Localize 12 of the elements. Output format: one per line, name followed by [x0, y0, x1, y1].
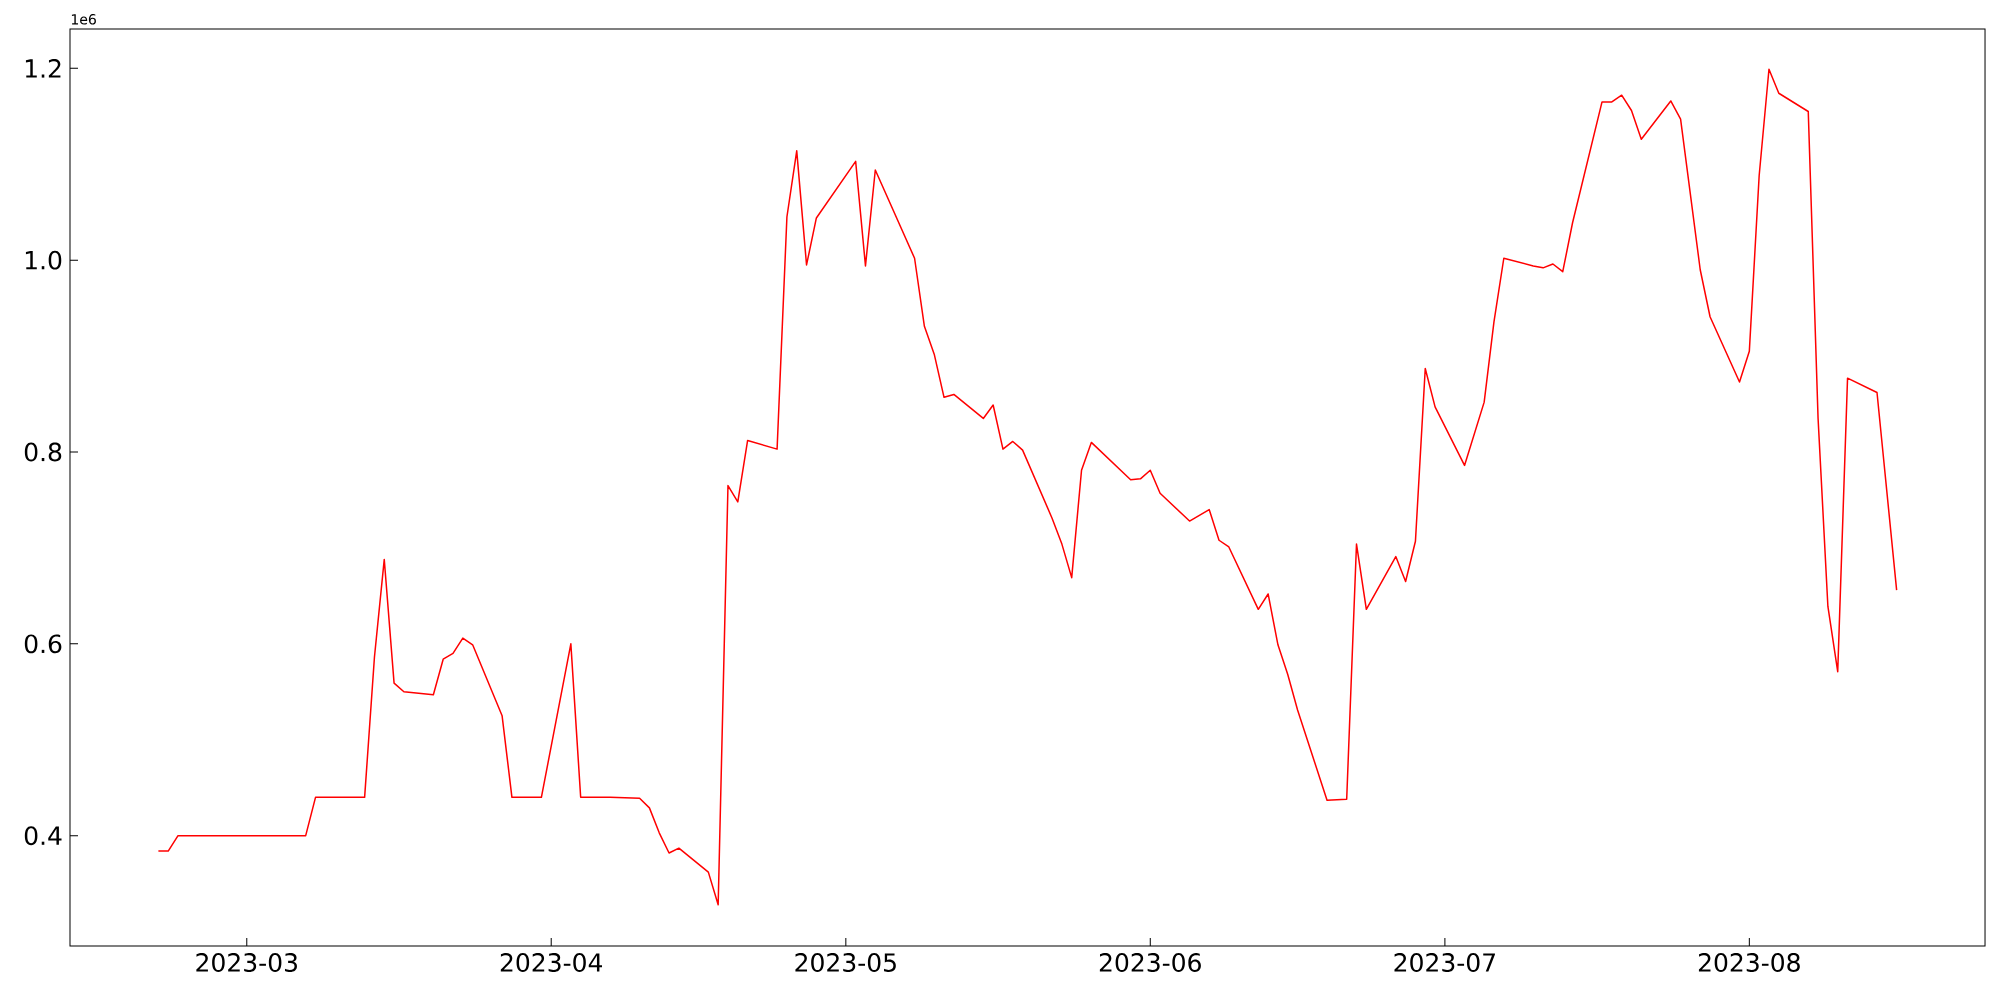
x-tick-label: 2023-03 [196, 953, 297, 972]
x-tick-label: 2023-07 [1394, 953, 1495, 972]
text: 1e6 [71, 14, 96, 25]
x-tick-label: 2023-04 [500, 953, 602, 972]
x-tick-label: 2023-05 [795, 953, 896, 972]
x-tick-label: 2023-08 [1698, 953, 1800, 972]
y-tick-label: 0.4 [24, 826, 62, 846]
y-tick-label: 0.8 [24, 442, 62, 462]
x-tick-label: 2023-06 [1099, 953, 1201, 972]
y-tick-label: 0.6 [24, 634, 62, 654]
y-tick-label: 1.0 [25, 250, 62, 270]
y-tick-label: 1.2 [25, 59, 61, 78]
